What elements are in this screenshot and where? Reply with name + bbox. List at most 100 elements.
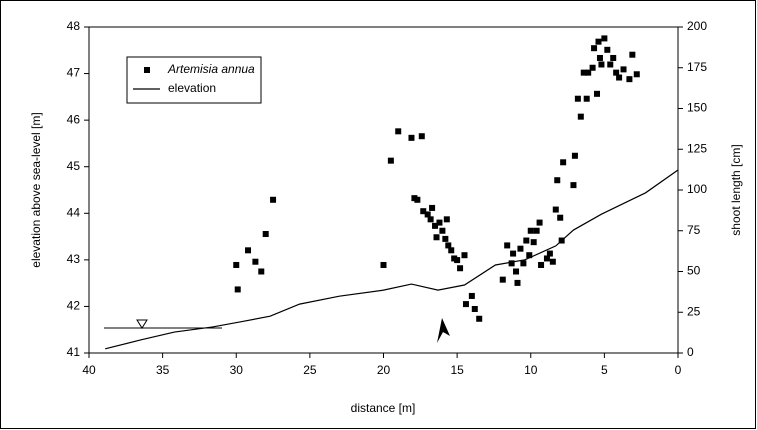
marker bbox=[580, 69, 587, 76]
marker bbox=[443, 216, 450, 223]
marker bbox=[523, 237, 530, 244]
y2-tick-label: 150 bbox=[687, 101, 707, 115]
marker bbox=[252, 258, 259, 265]
marker bbox=[420, 208, 427, 215]
marker bbox=[499, 276, 506, 283]
marker bbox=[270, 196, 277, 203]
x-tick-label: 30 bbox=[230, 363, 244, 377]
marker bbox=[601, 35, 608, 42]
marker bbox=[594, 90, 601, 97]
marker bbox=[439, 227, 446, 234]
marker bbox=[613, 69, 620, 76]
marker bbox=[432, 222, 439, 229]
x-tick-label: 10 bbox=[524, 363, 538, 377]
y2-tick-label: 75 bbox=[687, 223, 701, 237]
marker bbox=[429, 204, 436, 211]
x-tick-label: 0 bbox=[675, 363, 682, 377]
legend-label: Artemisia annua bbox=[167, 62, 255, 76]
marker bbox=[570, 182, 577, 189]
y2-tick-label: 200 bbox=[687, 19, 707, 33]
y-tick-label: 48 bbox=[67, 19, 81, 33]
marker bbox=[408, 134, 415, 141]
marker bbox=[418, 133, 425, 140]
marker bbox=[552, 206, 559, 213]
marker bbox=[395, 128, 402, 135]
water-level bbox=[104, 319, 222, 329]
y2-tick-label: 100 bbox=[687, 182, 707, 196]
marker bbox=[604, 46, 611, 53]
y-axis-title: elevation above sea-level [m] bbox=[29, 112, 43, 267]
marker bbox=[414, 196, 421, 203]
marker bbox=[387, 157, 394, 164]
marker bbox=[607, 61, 614, 68]
marker bbox=[554, 177, 561, 184]
marker bbox=[504, 242, 511, 249]
marker bbox=[520, 260, 527, 267]
marker bbox=[471, 305, 478, 312]
marker bbox=[595, 38, 602, 45]
line bbox=[105, 169, 679, 350]
marker bbox=[616, 74, 623, 81]
marker bbox=[468, 292, 475, 299]
marker bbox=[585, 69, 592, 76]
marker bbox=[436, 219, 443, 226]
marker bbox=[591, 45, 598, 52]
x-axis-title: distance [m] bbox=[351, 401, 416, 415]
marker bbox=[513, 268, 520, 275]
marker bbox=[538, 261, 545, 268]
marker bbox=[433, 234, 440, 241]
marker bbox=[380, 261, 387, 268]
x-tick-label: 35 bbox=[156, 363, 170, 377]
marker bbox=[508, 260, 515, 267]
y2-axis-title: shoot length [cm] bbox=[729, 144, 743, 235]
marker bbox=[510, 250, 517, 257]
y-tick-label: 43 bbox=[67, 252, 81, 266]
marker bbox=[245, 247, 252, 254]
marker bbox=[557, 214, 564, 221]
marker bbox=[514, 279, 521, 286]
marker bbox=[596, 54, 603, 61]
marker bbox=[583, 95, 590, 102]
y-tick-label: 44 bbox=[67, 205, 81, 219]
marker bbox=[533, 227, 540, 234]
marker bbox=[536, 219, 543, 226]
marker bbox=[462, 301, 469, 308]
x-tick-label: 20 bbox=[377, 363, 391, 377]
arrow bbox=[437, 318, 450, 343]
marker bbox=[476, 315, 483, 322]
marker bbox=[530, 239, 537, 246]
marker bbox=[589, 64, 596, 71]
y2-tick-label: 25 bbox=[687, 304, 701, 318]
x-tick-label: 25 bbox=[303, 363, 317, 377]
marker bbox=[577, 113, 584, 120]
marker bbox=[546, 250, 553, 257]
legend-marker bbox=[144, 67, 150, 73]
y-tick-label: 46 bbox=[67, 112, 81, 126]
y2-tick-label: 50 bbox=[687, 264, 701, 278]
x-tick-label: 40 bbox=[82, 363, 96, 377]
marker bbox=[574, 95, 581, 102]
marker bbox=[543, 255, 550, 262]
y-tick-label: 41 bbox=[67, 345, 81, 359]
marker bbox=[560, 159, 567, 166]
marker bbox=[262, 231, 269, 238]
marker bbox=[258, 268, 265, 275]
y2-tick-label: 175 bbox=[687, 60, 707, 74]
marker bbox=[527, 227, 534, 234]
y2-tick-label: 125 bbox=[687, 141, 707, 155]
legend-label: elevation bbox=[168, 81, 216, 95]
y-tick-label: 47 bbox=[67, 66, 81, 80]
y2-tick-label: 0 bbox=[687, 345, 694, 359]
marker bbox=[610, 54, 617, 61]
marker bbox=[454, 257, 461, 264]
marker bbox=[424, 211, 431, 218]
marker bbox=[427, 216, 434, 223]
x-tick-label: 5 bbox=[601, 363, 608, 377]
marker bbox=[461, 252, 468, 259]
x-tick-label: 15 bbox=[450, 363, 464, 377]
marker bbox=[620, 66, 627, 73]
marker bbox=[526, 252, 533, 259]
marker bbox=[626, 76, 633, 83]
marker bbox=[448, 247, 455, 254]
